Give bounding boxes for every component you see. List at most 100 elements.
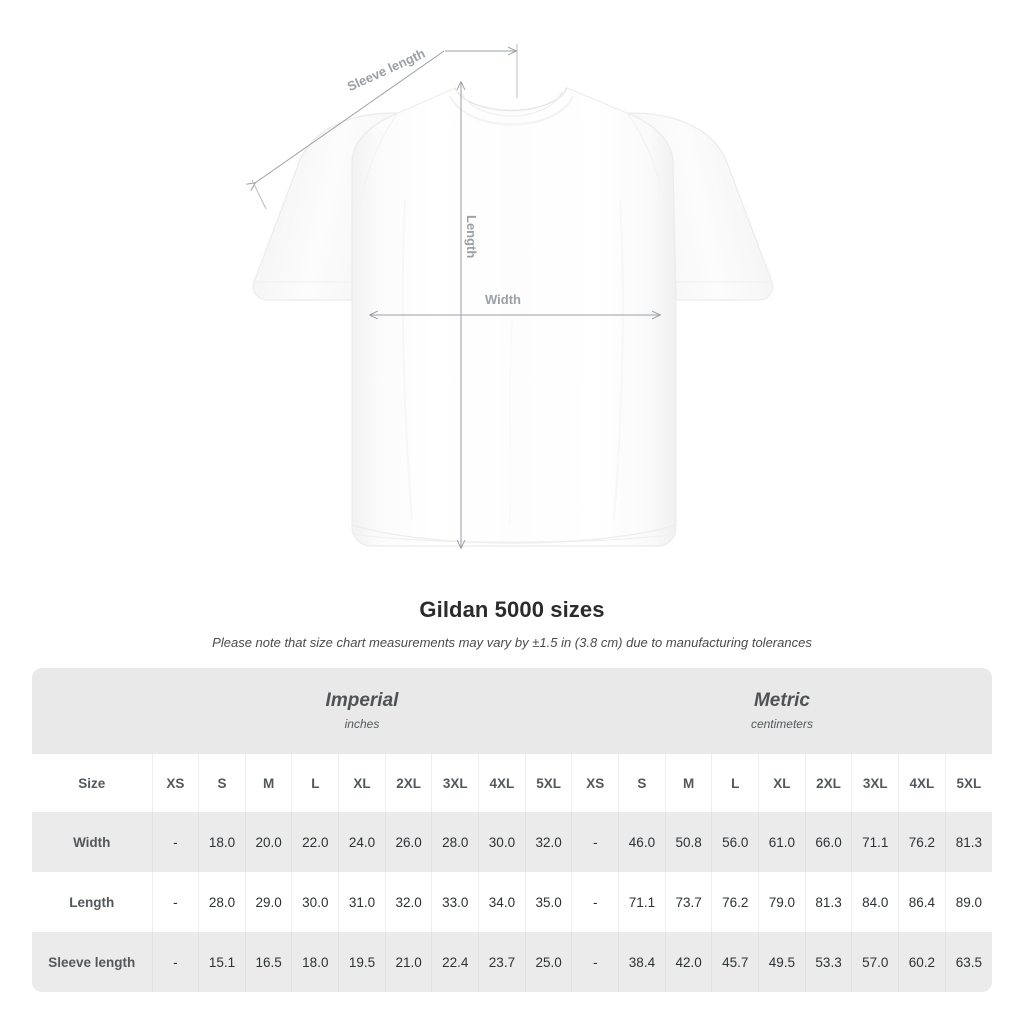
title-block: Gildan 5000 sizes Please note that size … bbox=[0, 596, 1024, 651]
size-table-container: Imperial inches Metric centimeters Size … bbox=[32, 668, 992, 992]
size-header-imperial-xl: XL bbox=[338, 754, 386, 812]
cell-width-imperial-4xl: 30.0 bbox=[478, 812, 526, 872]
size-header-imperial-l: L bbox=[291, 754, 339, 812]
cell-length-metric-5xl: 89.0 bbox=[944, 872, 992, 932]
cell-length-imperial-2xl: 32.0 bbox=[384, 872, 432, 932]
imperial-banner-cell: Imperial inches bbox=[152, 668, 572, 754]
row-label-width: Width bbox=[32, 812, 153, 872]
size-header-metric-l: L bbox=[711, 754, 759, 812]
cell-width-imperial-3xl: 28.0 bbox=[431, 812, 479, 872]
tshirt-shoulder-seam-right bbox=[626, 112, 666, 206]
tshirt-fold-1 bbox=[401, 199, 413, 521]
tshirt-right-sleeve bbox=[626, 112, 774, 301]
cell-width-metric-l: 56.0 bbox=[711, 812, 759, 872]
sleeve-dimension-diagonal bbox=[255, 50, 445, 183]
cell-sleeve-metric-3xl: 57.0 bbox=[851, 932, 899, 992]
size-header-row: Size XS S M L XL 2XL 3XL 4XL 5XL XS S M … bbox=[32, 754, 992, 812]
cell-length-imperial-5xl: 35.0 bbox=[524, 872, 572, 932]
cell-width-imperial-5xl: 32.0 bbox=[524, 812, 572, 872]
cell-length-imperial-s: 28.0 bbox=[198, 872, 246, 932]
cell-sleeve-imperial-3xl: 22.4 bbox=[431, 932, 479, 992]
sleeve-hem-tick bbox=[251, 179, 267, 210]
cell-sleeve-metric-5xl: 63.5 bbox=[944, 932, 992, 992]
cell-width-metric-3xl: 71.1 bbox=[851, 812, 899, 872]
cell-width-metric-2xl: 66.0 bbox=[804, 812, 852, 872]
cell-sleeve-metric-xs: - bbox=[571, 932, 619, 992]
cell-width-metric-s: 46.0 bbox=[618, 812, 666, 872]
cell-sleeve-metric-2xl: 53.3 bbox=[804, 932, 852, 992]
row-label-length: Length bbox=[32, 872, 153, 932]
unit-banner-row: Imperial inches Metric centimeters bbox=[32, 668, 992, 754]
cell-sleeve-imperial-m: 16.5 bbox=[244, 932, 292, 992]
page-title: Gildan 5000 sizes bbox=[419, 597, 605, 622]
tshirt-bottom-edge bbox=[351, 524, 677, 544]
size-header-metric-4xl: 4XL bbox=[898, 754, 946, 812]
table-row: Length - 28.0 29.0 30.0 31.0 32.0 33.0 3… bbox=[32, 872, 992, 932]
tshirt-graphic bbox=[252, 87, 774, 547]
cell-sleeve-imperial-5xl: 25.0 bbox=[524, 932, 572, 992]
cell-length-metric-xl: 79.0 bbox=[758, 872, 806, 932]
cell-length-metric-m: 73.7 bbox=[664, 872, 712, 932]
tshirt-bottom-hem bbox=[351, 533, 677, 543]
cell-length-metric-xs: - bbox=[571, 872, 619, 932]
tshirt-fold-2 bbox=[613, 199, 624, 521]
table-row: Width - 18.0 20.0 22.0 24.0 26.0 28.0 30… bbox=[32, 812, 992, 872]
tshirt-diagram: Sleeve length Length Width bbox=[0, 44, 774, 590]
cell-length-metric-3xl: 84.0 bbox=[851, 872, 899, 932]
imperial-unit-sub: inches bbox=[344, 717, 380, 731]
metric-unit-name: Metric bbox=[753, 690, 810, 711]
width-label: Width bbox=[485, 292, 521, 307]
cell-width-metric-xl: 61.0 bbox=[758, 812, 806, 872]
tshirt-left-sleeve bbox=[252, 112, 399, 301]
tshirt-collar-inner bbox=[460, 91, 563, 117]
cell-width-imperial-m: 20.0 bbox=[244, 812, 292, 872]
cell-length-metric-2xl: 81.3 bbox=[804, 872, 852, 932]
tshirt-fold-3 bbox=[509, 319, 513, 525]
cell-sleeve-metric-xl: 49.5 bbox=[758, 932, 806, 992]
cell-width-imperial-2xl: 26.0 bbox=[384, 812, 432, 872]
cell-sleeve-metric-4xl: 60.2 bbox=[898, 932, 946, 992]
size-header-metric-2xl: 2XL bbox=[804, 754, 852, 812]
cell-width-imperial-xl: 24.0 bbox=[338, 812, 386, 872]
cell-sleeve-imperial-xl: 19.5 bbox=[338, 932, 386, 992]
width-dimension: Width bbox=[370, 292, 660, 315]
size-header-imperial-xs: XS bbox=[151, 754, 199, 812]
cell-length-imperial-3xl: 33.0 bbox=[431, 872, 479, 932]
length-label: Length bbox=[464, 215, 479, 258]
cell-sleeve-imperial-s: 15.1 bbox=[198, 932, 246, 992]
page-subtitle: Please note that size chart measurements… bbox=[212, 635, 812, 650]
cell-sleeve-imperial-l: 18.0 bbox=[291, 932, 339, 992]
cell-width-metric-4xl: 76.2 bbox=[898, 812, 946, 872]
row-label-sleeve-length: Sleeve length bbox=[32, 932, 153, 992]
cell-length-imperial-4xl: 34.0 bbox=[478, 872, 526, 932]
tshirt-body bbox=[351, 87, 677, 547]
size-header-imperial-4xl: 4XL bbox=[478, 754, 526, 812]
cell-sleeve-metric-s: 38.4 bbox=[618, 932, 666, 992]
sleeve-length-label: Sleeve length bbox=[345, 46, 428, 94]
cell-length-imperial-m: 29.0 bbox=[244, 872, 292, 932]
size-header-metric-xl: XL bbox=[758, 754, 806, 812]
table-row: Sleeve length - 15.1 16.5 18.0 19.5 21.0… bbox=[32, 932, 992, 992]
cell-length-imperial-xs: - bbox=[151, 872, 199, 932]
cell-sleeve-metric-l: 45.7 bbox=[711, 932, 759, 992]
cell-width-metric-m: 50.8 bbox=[664, 812, 712, 872]
size-header-label: Size bbox=[32, 754, 153, 812]
size-header-metric-5xl: 5XL bbox=[944, 754, 992, 812]
cell-width-metric-5xl: 81.3 bbox=[944, 812, 992, 872]
cell-sleeve-imperial-4xl: 23.7 bbox=[478, 932, 526, 992]
cell-width-imperial-l: 22.0 bbox=[291, 812, 339, 872]
size-header-imperial-5xl: 5XL bbox=[524, 754, 572, 812]
banner-spacer-cell bbox=[32, 668, 153, 754]
imperial-unit-name: Imperial bbox=[325, 690, 399, 711]
size-header-imperial-3xl: 3XL bbox=[431, 754, 479, 812]
cell-width-metric-xs: - bbox=[571, 812, 619, 872]
cell-length-metric-s: 71.1 bbox=[618, 872, 666, 932]
cell-length-metric-4xl: 86.4 bbox=[898, 872, 946, 932]
size-header-metric-xs: XS bbox=[571, 754, 619, 812]
cell-length-metric-l: 76.2 bbox=[711, 872, 759, 932]
cell-sleeve-imperial-xs: - bbox=[151, 932, 199, 992]
tshirt-shoulder-seam-left bbox=[359, 112, 399, 206]
size-table: Imperial inches Metric centimeters Size … bbox=[32, 668, 992, 992]
metric-unit-sub: centimeters bbox=[750, 717, 813, 731]
